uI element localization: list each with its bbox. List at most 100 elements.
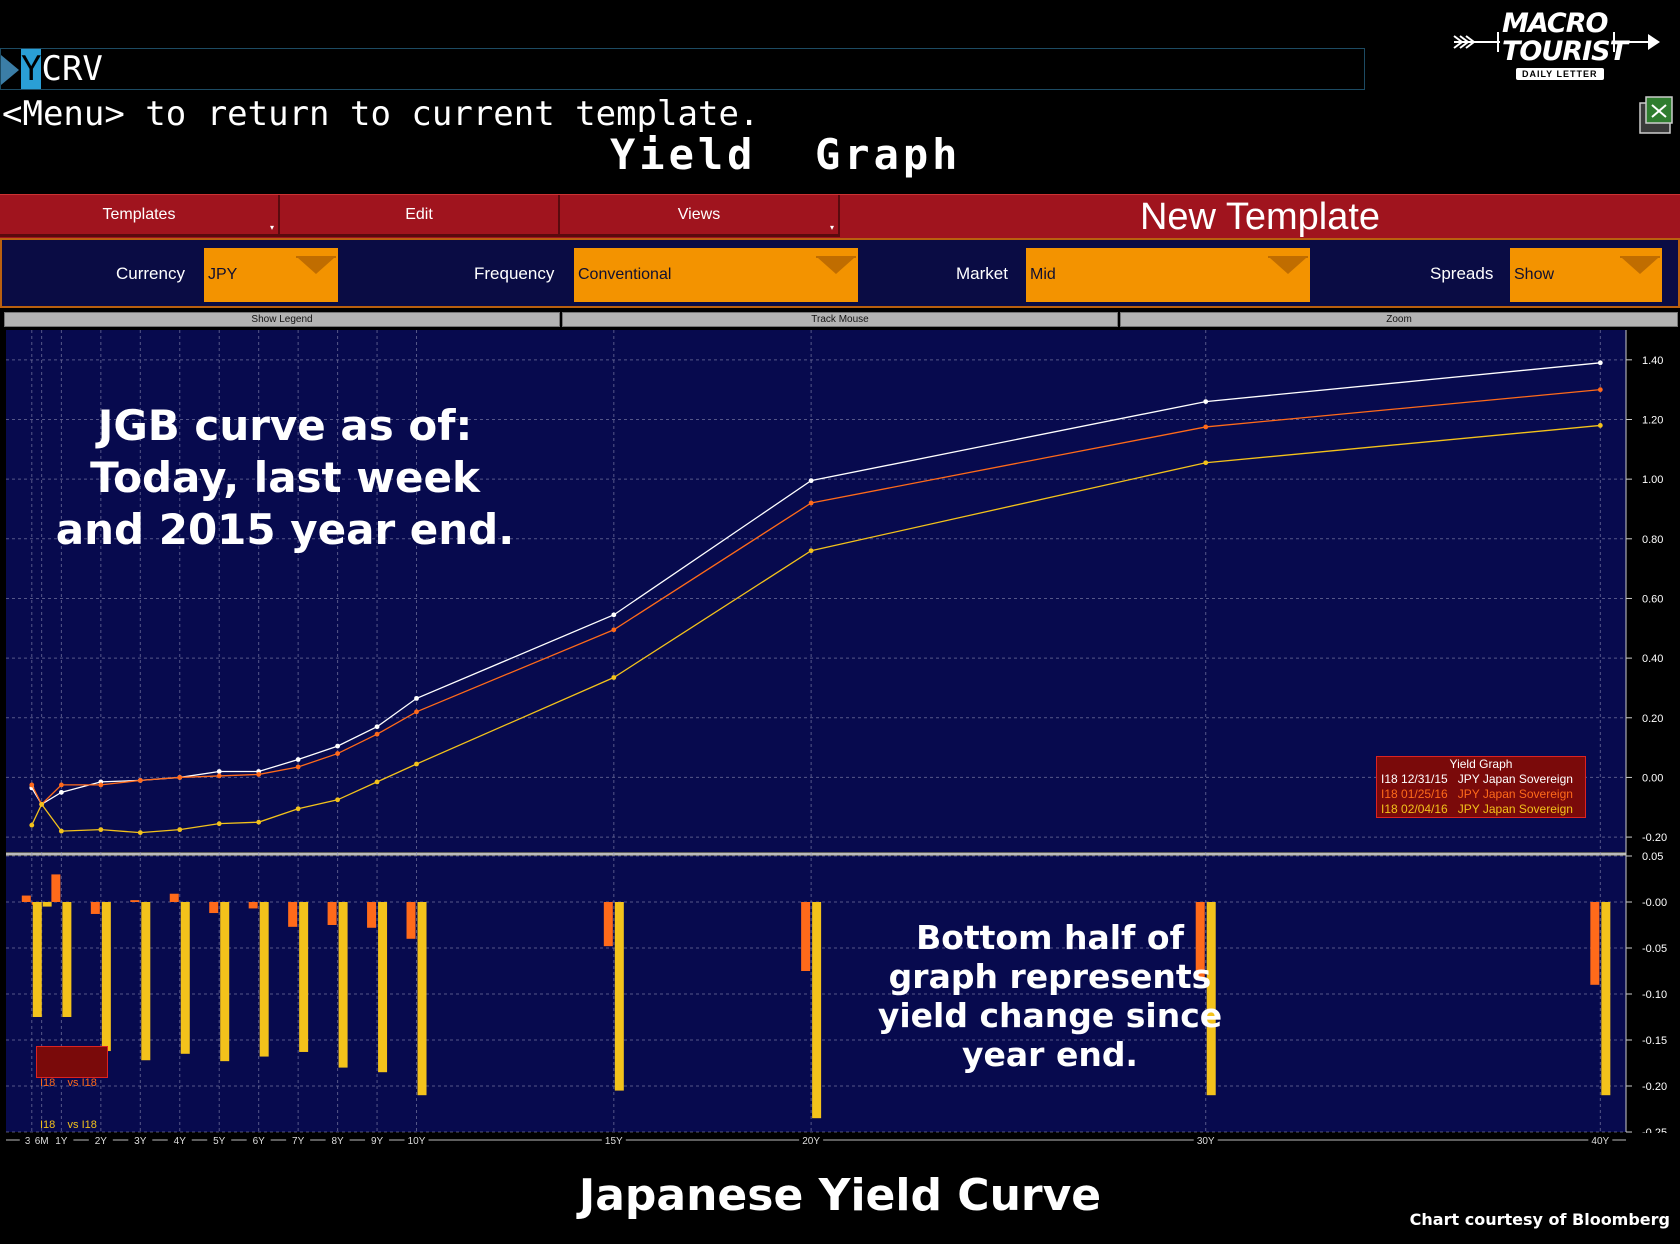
spread-bar (180, 902, 190, 1054)
spread-bar (21, 895, 31, 902)
yield-series-line (31, 389, 1601, 806)
x-tick-background (325, 1134, 350, 1147)
yield-point (374, 731, 380, 737)
chart-credit: Chart courtesy of Bloomberg (1409, 1210, 1670, 1229)
top-annotation-line-3: and 2015 year end. (55, 505, 515, 554)
bottom-annotation-line-2: graph represents (888, 957, 1212, 996)
spread-bar (1590, 902, 1600, 985)
yield-point (39, 801, 45, 807)
spreads-dropdown[interactable]: Show (1510, 248, 1662, 302)
x-tick-label: 5Y (213, 1136, 226, 1147)
yield-point (1597, 423, 1603, 428)
currency-value: JPY (208, 266, 238, 283)
template-title: New Template (1139, 196, 1381, 238)
y-axis-background (1626, 330, 1680, 1132)
yield-point (414, 761, 419, 767)
show-legend-tab[interactable]: Show Legend (4, 312, 560, 327)
spread-bar (338, 902, 348, 1068)
y-tick-label: 1.00 (1642, 474, 1663, 486)
yield-series-line (31, 362, 1601, 806)
y-tick-label: 0.60 (1642, 593, 1663, 605)
yield-point (98, 782, 104, 788)
yield-point (611, 675, 617, 680)
command-cursor: Y (21, 49, 42, 89)
spread-tick-label: -0.20 (1642, 1081, 1667, 1093)
yield-point (1597, 360, 1603, 366)
legend-entry-1: I18 12/31/15 JPY Japan Sovereign (1381, 772, 1573, 786)
yield-point (177, 827, 183, 833)
yield-point (1203, 399, 1209, 404)
legend-title: Yield Graph (1449, 757, 1513, 771)
y-tick-label: 1.40 (1642, 355, 1663, 367)
x-tick-background (29, 1134, 54, 1147)
yield-point (295, 764, 301, 770)
yield-point (611, 627, 617, 633)
chart-tab-strip: Show Legend Track Mouse Zoom (4, 312, 1678, 328)
frequency-dropdown[interactable]: Conventional (574, 248, 858, 302)
yield-point (98, 827, 104, 833)
footer-title: Japanese Yield Curve (578, 1170, 1102, 1221)
x-tick-background (365, 1134, 390, 1147)
spread-bar (1195, 902, 1205, 981)
x-tick-label: 30Y (1197, 1136, 1215, 1147)
currency-dropdown[interactable]: JPY (204, 248, 338, 302)
yield-point (374, 724, 380, 730)
command-arrow-icon (1, 55, 19, 85)
spread-tick-label: -0.00 (1642, 897, 1667, 909)
x-tick-label: 10Y (408, 1136, 426, 1147)
x-tick-background (167, 1134, 192, 1147)
spread-bar (367, 902, 377, 928)
frequency-chevron-down-icon (818, 258, 854, 274)
spread-bar (130, 900, 140, 902)
currency-chevron-down-icon (298, 258, 334, 274)
track-mouse-tab[interactable]: Track Mouse (562, 312, 1118, 327)
yield-point (58, 782, 64, 788)
menu-hint: <Menu> to return to current template. (2, 94, 760, 134)
spread-bar (62, 902, 72, 1017)
yield-point (29, 822, 35, 828)
views-label: Views (677, 206, 721, 223)
legend-entry-2: I18 01/25/16 JPY Japan Sovereign (1381, 787, 1573, 801)
spread-legend-entry-2: I18 vs I18 (40, 1119, 97, 1131)
spread-bar (801, 902, 811, 971)
top-annotation-line-2: Today, last week (90, 453, 480, 502)
spread-bar (812, 902, 822, 1119)
x-tick-label: 3Y (134, 1136, 147, 1147)
spread-bar (32, 902, 42, 1017)
templates-menu-button[interactable]: Templates ▾ (0, 195, 280, 237)
spread-bar (1601, 902, 1611, 1096)
market-dropdown[interactable]: Mid (1026, 248, 1310, 302)
y-tick-label: 0.80 (1642, 534, 1663, 546)
x-tick-label: 15Y (605, 1136, 623, 1147)
parameter-bar: Currency JPY Frequency Conventional Mark… (0, 238, 1680, 308)
yield-point (808, 548, 814, 554)
spread-bar (169, 893, 179, 902)
frequency-label: Frequency (474, 264, 555, 283)
zoom-tab[interactable]: Zoom (1120, 312, 1678, 327)
command-input[interactable]: YCRV (21, 49, 103, 89)
spread-legend: I18 vs I18 I18 vs I18 (36, 1046, 108, 1131)
views-menu-button[interactable]: Views ▾ (560, 195, 840, 237)
chart-legend: Yield Graph I18 12/31/15 JPY Japan Sover… (1376, 756, 1586, 818)
legend-entry-3: I18 02/04/16 JPY Japan Sovereign (1381, 802, 1573, 816)
y-tick-label: 0.00 (1642, 772, 1663, 784)
logo-text: MACRO TOURIST (1502, 10, 1628, 66)
x-tick-label: 7Y (292, 1136, 305, 1147)
spread-tick-label: -0.15 (1642, 1035, 1667, 1047)
spread-bar (614, 902, 624, 1091)
spread-tick-label: 0.05 (1642, 851, 1663, 863)
x-tick-label: 1Y (55, 1136, 68, 1147)
export-excel-icon[interactable] (1638, 95, 1674, 135)
x-tick-background (799, 1134, 824, 1147)
edit-menu-button[interactable]: Edit (280, 195, 560, 237)
command-line[interactable]: YCRV (0, 48, 1365, 90)
spread-bar (209, 902, 219, 914)
yield-point (256, 772, 262, 777)
spread-bar (248, 902, 258, 909)
x-tick-background (88, 1134, 113, 1147)
spread-bar (51, 874, 61, 902)
spread-bar (42, 902, 52, 907)
yield-point (1203, 424, 1209, 430)
logo-subtitle: DAILY LETTER (1516, 68, 1604, 80)
yield-point (295, 757, 301, 762)
